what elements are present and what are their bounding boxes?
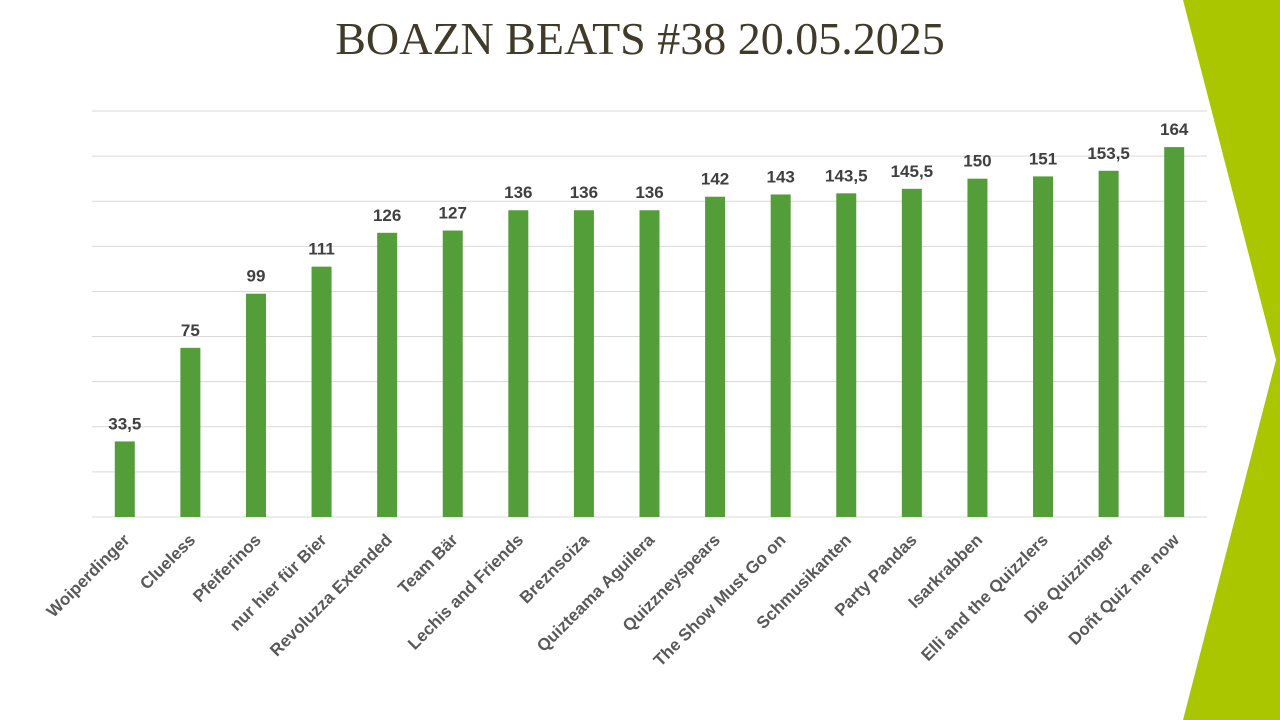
bar: [1033, 176, 1054, 517]
value-label: 136: [635, 183, 663, 202]
value-label: 33,5: [108, 414, 141, 433]
x-tick-label: Doñt Quiz me now: [1065, 530, 1184, 649]
value-label: 151: [1029, 149, 1057, 168]
bar: [114, 441, 135, 517]
bar: [705, 196, 726, 517]
value-label: 136: [504, 183, 532, 202]
value-label: 143: [766, 167, 794, 186]
x-tick-label: Quizteama Aguilera: [533, 530, 659, 656]
bar: [311, 266, 332, 517]
value-label: 126: [373, 206, 401, 225]
bar: [508, 210, 529, 517]
value-label: 75: [181, 321, 200, 340]
value-label: 111: [308, 240, 335, 259]
decor-chevron: [1183, 0, 1280, 720]
bar: [442, 230, 463, 518]
chart-title: BOAZN BEATS #38 20.05.2025: [335, 13, 945, 64]
bar: [901, 188, 922, 518]
bar: [180, 347, 201, 517]
value-label: 127: [439, 204, 467, 223]
value-label: 143,5: [825, 166, 868, 185]
value-label: 150: [963, 152, 991, 171]
bar: [377, 232, 398, 518]
value-label: 145,5: [891, 162, 934, 181]
value-label: 153,5: [1087, 144, 1130, 163]
bar: [1098, 170, 1119, 517]
x-tick-label: Elli and the Quizzlers: [918, 530, 1052, 664]
bar: [967, 178, 988, 517]
x-tick-label: Clueless: [136, 530, 199, 593]
bar: [1164, 147, 1185, 518]
x-tick-label: Lechis and Friends: [404, 530, 527, 653]
x-tick-label: Team Bär: [394, 530, 462, 598]
x-tick-label: Woiperdinger: [43, 530, 134, 621]
bar: [245, 293, 266, 517]
x-tick-label: Revoluzza Extended: [266, 530, 396, 660]
bar: [639, 210, 660, 517]
bar: [573, 210, 594, 517]
bar: [836, 193, 857, 518]
value-label: 142: [701, 170, 729, 189]
bar: [770, 194, 791, 517]
value-label: 164: [1160, 120, 1189, 139]
value-label: 136: [570, 183, 598, 202]
value-label: 99: [247, 267, 266, 286]
x-tick-label: The Show Must Go on: [650, 530, 790, 670]
